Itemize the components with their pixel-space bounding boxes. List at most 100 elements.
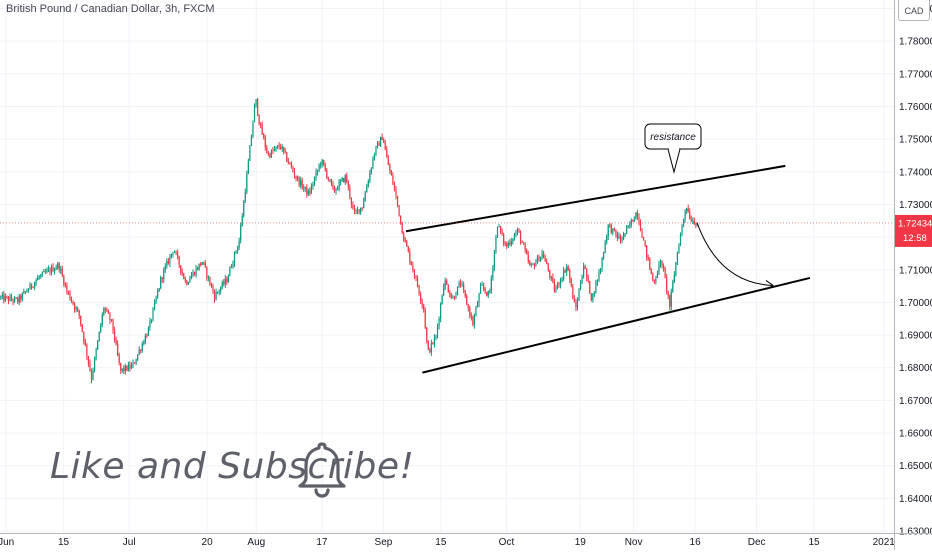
candle-body (135, 359, 137, 364)
candle-body (498, 225, 500, 228)
candle-body (601, 258, 603, 269)
candle-body (97, 341, 99, 350)
candle-body (336, 189, 339, 191)
candle-body (616, 234, 619, 239)
candle-body (563, 270, 565, 279)
candle-body (607, 224, 609, 237)
symbol-title[interactable]: British Pound / Canadian Dollar, 3h, FXC… (6, 3, 215, 15)
candle-body (666, 277, 668, 292)
candle-body (446, 280, 448, 285)
currency-badge[interactable]: CAD (898, 0, 930, 21)
candle-body (161, 277, 163, 280)
projection-curve (696, 222, 774, 286)
candle-body (535, 262, 537, 267)
candle-body (170, 253, 173, 256)
candle-body (689, 211, 691, 220)
candle-body (57, 263, 59, 268)
candle-body (304, 186, 306, 188)
candle-body (215, 292, 217, 300)
candle-body (210, 284, 213, 287)
candle-body (639, 222, 642, 231)
candle-body (58, 263, 60, 271)
candle-body (658, 264, 660, 274)
candle-body (3, 294, 5, 301)
candle-body (355, 210, 357, 212)
candle-body (467, 304, 469, 308)
price-tag-box (895, 214, 932, 247)
candle-body (444, 280, 446, 287)
bell-icon (298, 442, 346, 498)
x-tick-label: Jul (123, 537, 136, 548)
candle-body (566, 266, 568, 273)
candle-body (163, 269, 165, 280)
candle-body (212, 286, 214, 292)
candle-body (384, 142, 386, 150)
candle-body (246, 173, 248, 193)
candle-body (546, 260, 548, 264)
candle-body (6, 296, 8, 298)
candle-body (427, 340, 429, 350)
candle-body (598, 272, 600, 281)
candle-body (650, 268, 652, 274)
candle-body (389, 165, 391, 171)
candle-body (204, 263, 206, 268)
candle-body (495, 236, 497, 252)
candle-body (349, 186, 351, 198)
candle-body (619, 236, 622, 241)
candle-body (34, 282, 36, 288)
candle-body (298, 177, 300, 186)
candle-body (678, 245, 680, 253)
candle-body (578, 289, 580, 301)
candle-body (0, 296, 2, 298)
candle-body (635, 212, 637, 220)
candle-body (1, 294, 3, 297)
candle-body (247, 160, 249, 174)
x-tick-label: 15 (808, 537, 820, 548)
candle-body (86, 345, 88, 357)
candle-body (630, 219, 632, 225)
candle-body (278, 145, 280, 148)
candle-body (622, 233, 625, 240)
candle-body (292, 167, 294, 172)
candle-body (207, 276, 209, 278)
candle-body (682, 218, 685, 226)
candle-body (306, 186, 308, 195)
candle-body (350, 197, 352, 205)
candle-body (295, 175, 297, 179)
candle-body (55, 267, 57, 270)
candle-body (526, 249, 528, 255)
y-tick-label: 1.74000 (899, 167, 932, 178)
projection-arrowhead (765, 280, 774, 290)
candle-body (458, 283, 460, 287)
candle-body (121, 368, 123, 371)
candle-body (50, 266, 53, 273)
candle-body (206, 267, 208, 278)
candle-body (330, 179, 333, 184)
x-tick-label: Sep (375, 537, 393, 548)
candle-body (367, 181, 369, 187)
y-tick-label: 1.71000 (899, 265, 932, 276)
candle-body (213, 291, 216, 300)
candle-body (461, 284, 463, 286)
candle-body (418, 286, 420, 295)
candle-body (283, 146, 285, 152)
candle-body (487, 291, 489, 296)
candle-body (272, 150, 274, 151)
candle-body (492, 267, 494, 279)
candle-body (576, 300, 579, 308)
candle-body (110, 319, 113, 321)
candle-body (664, 268, 666, 278)
candle-body (338, 181, 340, 190)
candle-body (489, 291, 491, 293)
candle-body (72, 301, 74, 305)
candle-body (369, 172, 371, 182)
x-tick-label: 2021 (873, 537, 896, 548)
candle-body (183, 273, 185, 279)
candle-body (610, 225, 612, 233)
candle-body (606, 236, 608, 243)
candle-body (221, 282, 223, 288)
candle-body (656, 273, 659, 278)
candle-body (549, 270, 551, 278)
